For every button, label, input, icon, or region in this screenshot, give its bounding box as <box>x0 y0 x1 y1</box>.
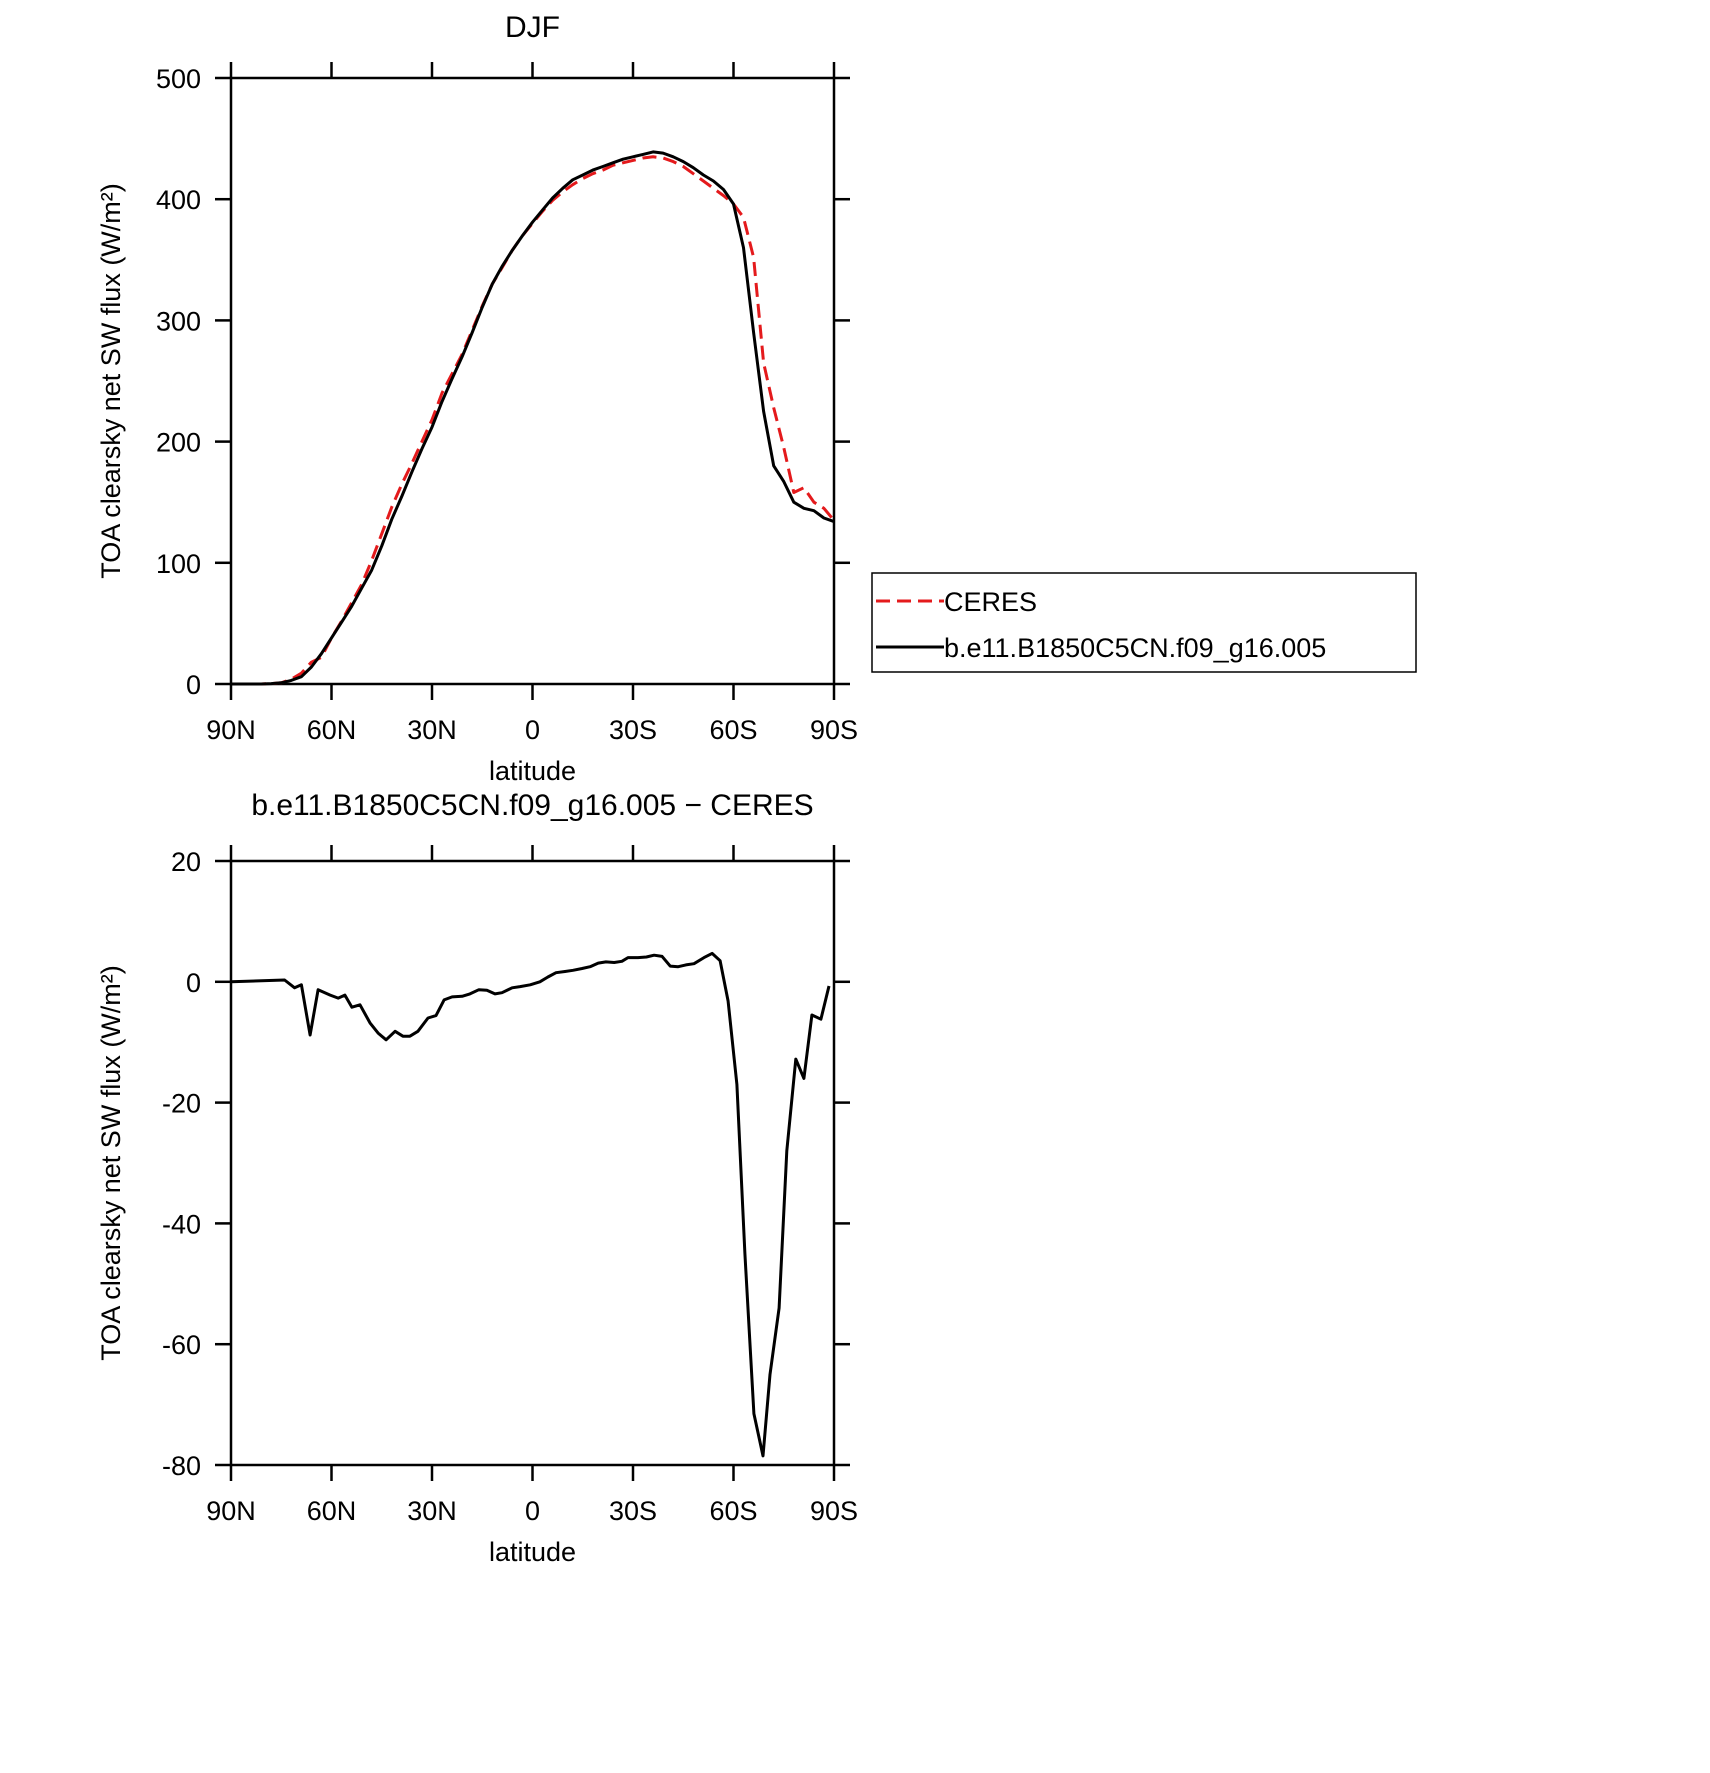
series-line <box>231 155 836 686</box>
y-tick-label: -40 <box>162 1209 201 1239</box>
x-tick-label: 90S <box>810 715 858 745</box>
x-tick-label: 90S <box>810 1496 858 1526</box>
x-tick-label: 60N <box>307 715 357 745</box>
x-tick-label: 30N <box>407 715 457 745</box>
chart-title: b.e11.B1850C5CN.f09_g16.005 − CERES <box>251 789 813 822</box>
y-tick-label: 0 <box>186 968 201 998</box>
x-tick-label: 30N <box>407 1496 457 1526</box>
y-tick-label: 400 <box>156 185 201 215</box>
x-tick-label: 0 <box>525 715 540 745</box>
legend-label: b.e11.B1850C5CN.f09_g16.005 <box>944 633 1326 663</box>
x-tick-label: 0 <box>525 1496 540 1526</box>
x-tick-label: 90N <box>206 1496 256 1526</box>
y-axis-label: TOA clearsky net SW flux (W/m²) <box>96 965 126 1361</box>
y-tick-label: 20 <box>171 847 201 877</box>
x-axis-label: latitude <box>489 756 576 786</box>
chart-title: DJF <box>505 11 560 44</box>
series-line <box>230 951 831 1458</box>
x-tick-label: 30S <box>609 1496 657 1526</box>
x-tick-label: 30S <box>609 715 657 745</box>
y-tick-label: 300 <box>156 306 201 336</box>
y-tick-label: -20 <box>162 1089 201 1119</box>
x-tick-label: 60S <box>709 715 757 745</box>
y-tick-label: 200 <box>156 428 201 458</box>
series-line <box>231 150 835 686</box>
x-tick-label: 60N <box>307 1496 357 1526</box>
x-tick-label: 60S <box>709 1496 757 1526</box>
y-axis-label: TOA clearsky net SW flux (W/m²) <box>96 183 126 579</box>
x-axis-label: latitude <box>489 1537 576 1567</box>
legend-box <box>871 572 1417 673</box>
y-tick-label: -80 <box>162 1451 201 1481</box>
plot-frame <box>229 859 836 1467</box>
plot-frame <box>229 76 836 686</box>
legend-label: CERES <box>944 587 1037 617</box>
y-tick-label: -60 <box>162 1330 201 1360</box>
y-tick-label: 0 <box>186 670 201 700</box>
y-tick-label: 500 <box>156 64 201 94</box>
x-tick-label: 90N <box>206 715 256 745</box>
y-tick-label: 100 <box>156 549 201 579</box>
